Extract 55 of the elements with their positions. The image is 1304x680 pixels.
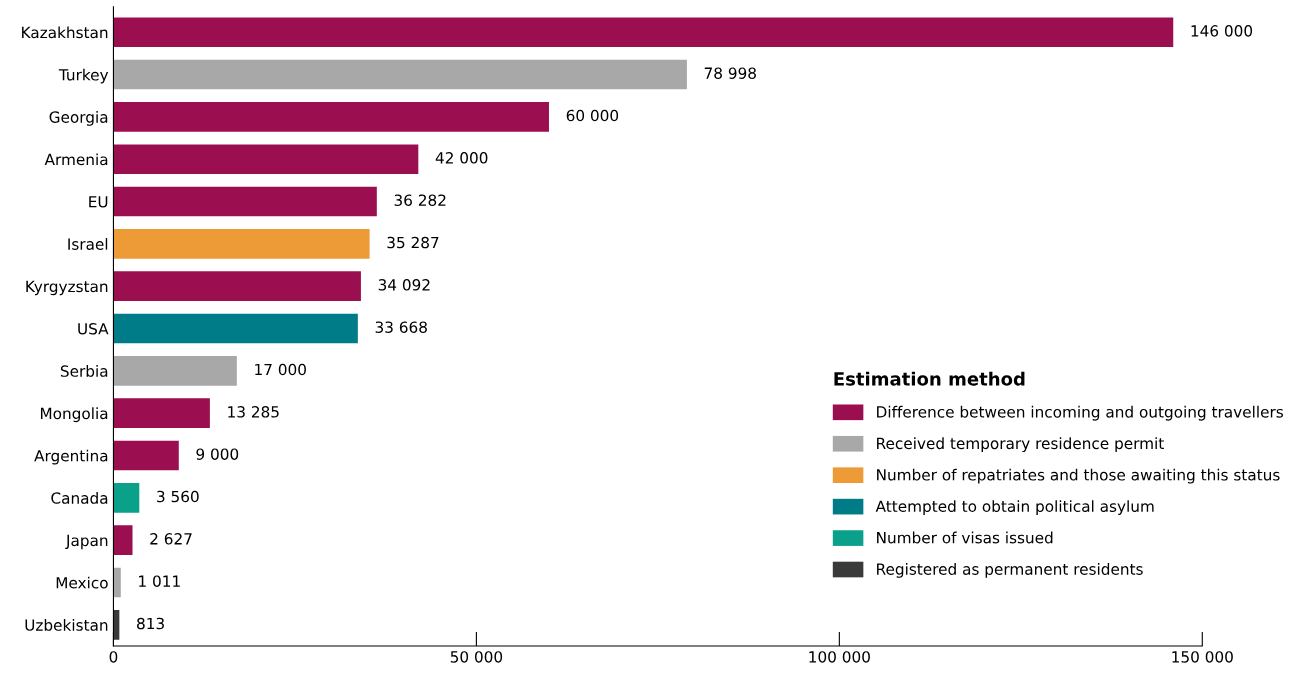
- legend-label: Number of repatriates and those awaiting this status: [877, 468, 1280, 484]
- y-tick-label: Argentina: [34, 449, 108, 465]
- y-tick-label: USA: [78, 322, 109, 335]
- legend-label: Number of visas issued: [877, 531, 1053, 544]
- data-label: 35 287: [387, 236, 439, 249]
- x-tick-label: 150 000: [1172, 651, 1233, 663]
- bar: [113, 229, 370, 259]
- bar: [113, 144, 419, 175]
- data-label: 33 668: [375, 321, 427, 333]
- bar: [113, 102, 549, 132]
- legend-label: Registered as permanent residents: [877, 563, 1143, 578]
- y-tick-label: Georgia: [49, 111, 108, 126]
- bar: [113, 17, 1174, 48]
- data-label: 42 000: [435, 152, 488, 164]
- data-label: 13 285: [228, 406, 279, 418]
- bar: [113, 59, 687, 90]
- data-label: 60 000: [566, 109, 619, 122]
- y-tick-label: Mongolia: [40, 407, 108, 423]
- y-tick-label: Kyrgyzstan: [26, 280, 108, 296]
- data-label: 813: [137, 617, 164, 630]
- bar: [113, 398, 210, 428]
- data-label: 146 000: [1191, 25, 1253, 37]
- x-tick-label: 100 000: [809, 651, 870, 663]
- data-label: 3 560: [157, 490, 199, 503]
- legend-label: Received temporary residence permit: [877, 437, 1164, 453]
- bar: [113, 186, 377, 217]
- data-label: 17 000: [255, 363, 306, 376]
- x-tick-label: 50 000: [450, 651, 503, 663]
- y-tick-label: Kazakhstan: [22, 26, 108, 39]
- bar: [113, 525, 133, 555]
- y-tick-label: Armenia: [44, 153, 108, 166]
- bar: [113, 356, 237, 386]
- y-tick-label: Canada: [51, 492, 108, 504]
- legend-label: Difference between incoming and outgoing travellers: [877, 405, 1283, 421]
- y-tick-label: Serbia: [60, 365, 108, 377]
- y-tick-label: Mexico: [56, 576, 108, 589]
- y-tick-label: EU: [89, 196, 108, 208]
- bar: [113, 271, 361, 301]
- y-tick-label: Israel: [68, 238, 108, 250]
- y-tick-label: Japan: [65, 534, 108, 550]
- y-tick-label: Uzbekistan: [25, 619, 108, 631]
- y-tick-label: Turkey: [58, 68, 109, 84]
- data-label: 36 282: [394, 194, 446, 206]
- x-tick-label: 0: [109, 651, 118, 663]
- data-label: 34 092: [378, 279, 430, 291]
- bar: [113, 483, 140, 513]
- data-label: 1 011: [139, 575, 180, 587]
- data-label: 2 627: [150, 533, 192, 545]
- legend-title: Estimation method: [834, 371, 1025, 386]
- bar: [113, 440, 179, 471]
- data-label: 78 998: [704, 67, 756, 79]
- data-label: 9 000: [196, 448, 239, 460]
- bar: [113, 567, 121, 598]
- legend-label: Attempted to obtain political asylum: [875, 500, 1154, 515]
- bar: [113, 313, 358, 344]
